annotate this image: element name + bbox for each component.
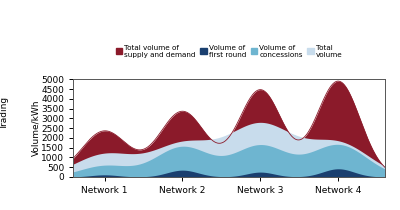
- Legend: Total volume of
supply and demand, Volume of
first round, Volume of
concessions,: Total volume of supply and demand, Volum…: [113, 42, 346, 61]
- Text: Trading: Trading: [0, 97, 9, 130]
- Y-axis label: Volume/kWh: Volume/kWh: [31, 100, 40, 156]
